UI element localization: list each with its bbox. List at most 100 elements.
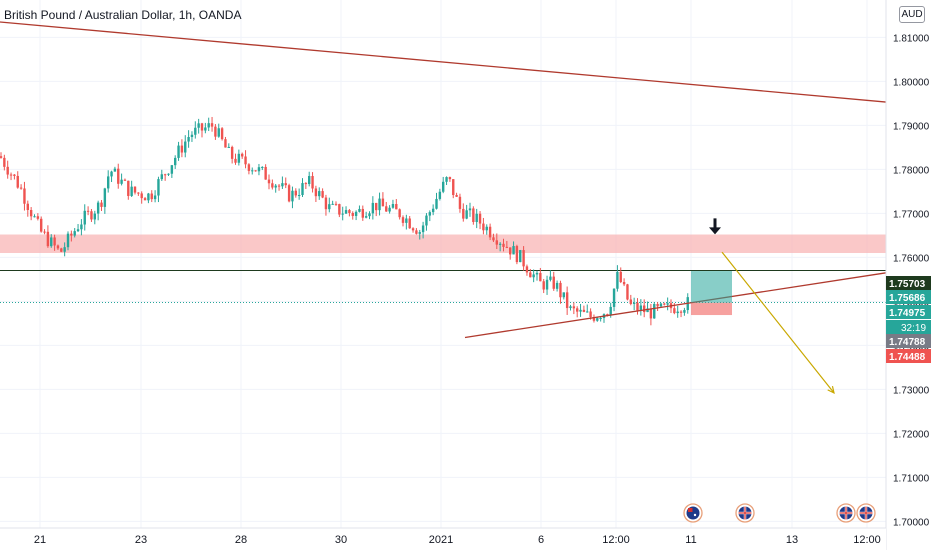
position-profit-zone[interactable] (691, 271, 732, 303)
candle-body (391, 204, 395, 208)
time-tick-label: 12:00 (853, 534, 881, 546)
price-label-badge (886, 349, 931, 363)
candle-body (371, 202, 375, 214)
candle-body (636, 302, 639, 311)
currency-button[interactable]: AUD (899, 6, 925, 23)
candle-body (241, 153, 244, 157)
candle-body (535, 272, 539, 275)
upper-trendline[interactable] (0, 21, 887, 103)
price-label-badge (886, 290, 931, 304)
candle-body (133, 186, 137, 193)
candle-body (204, 127, 207, 131)
candle-body (230, 146, 234, 159)
candle-body (411, 228, 415, 231)
candle-body (267, 179, 271, 184)
candle-body (36, 216, 40, 219)
candle-body (418, 232, 421, 234)
candle-body (676, 311, 679, 314)
candle-body (525, 266, 529, 273)
candle-body (515, 246, 519, 263)
projection-arrow[interactable] (721, 251, 835, 394)
candle-body (86, 210, 90, 212)
candle-body (435, 198, 438, 209)
candle-body (599, 318, 602, 320)
candle-body (338, 204, 341, 215)
candle-body (117, 168, 120, 184)
candle-body (321, 191, 324, 198)
candle-body (572, 306, 576, 309)
candle-body (532, 274, 535, 278)
candle-body (539, 272, 542, 282)
candle-body (405, 218, 408, 223)
time-tick-label: 30 (335, 534, 347, 546)
candle-body (261, 166, 264, 168)
candle-body (381, 198, 385, 207)
candle-body (301, 183, 304, 196)
candle-body (50, 237, 53, 247)
candle-body (368, 213, 371, 217)
candle-body (291, 190, 294, 202)
candle-body (80, 224, 83, 230)
candle-body (153, 195, 157, 200)
candle-body (297, 195, 301, 197)
candle-body (247, 164, 251, 171)
candle-body (23, 188, 26, 204)
time-tick-label: 13 (786, 534, 798, 546)
lower-trendline[interactable] (464, 272, 887, 339)
candle-body (83, 210, 86, 225)
price-axis[interactable] (886, 0, 932, 550)
candle-body (244, 156, 247, 165)
candle-body (304, 183, 308, 185)
price-tick-label: 1.70000 (893, 517, 930, 528)
candle-body (395, 204, 398, 210)
candle-body (458, 196, 462, 209)
price-tick-label: 1.76000 (893, 253, 930, 264)
position-loss-zone[interactable] (691, 302, 732, 316)
candle-body (596, 318, 599, 321)
candle-body (482, 223, 485, 231)
candle-body (103, 188, 107, 207)
price-label-text: 1.74788 (889, 337, 926, 348)
price-tick-label: 1.79000 (893, 121, 930, 132)
candle-body (127, 180, 130, 196)
candle-body (348, 210, 351, 213)
countdown-text: 32:19 (901, 323, 926, 334)
candle-body (93, 213, 96, 220)
candle-body (562, 292, 565, 298)
time-axis[interactable] (0, 528, 886, 550)
price-label-text: 1.74488 (889, 352, 926, 363)
candle-body (589, 311, 592, 318)
candle-body (569, 306, 572, 309)
candle-body (160, 174, 163, 180)
candle-body (579, 309, 582, 312)
candle-body (358, 208, 361, 212)
candle-body (318, 191, 321, 197)
candle-body (143, 198, 147, 201)
candle-body (378, 198, 381, 211)
candle-body (512, 246, 515, 255)
candle-body (375, 202, 378, 211)
candle-body (40, 218, 43, 232)
candle-body (492, 237, 495, 241)
resistance-zone[interactable] (0, 234, 886, 253)
candle-body (344, 210, 348, 214)
candle-body (488, 226, 492, 238)
candle-body (632, 302, 636, 304)
candle-body (542, 281, 545, 290)
candle-body (107, 176, 110, 189)
candle-body (120, 179, 123, 184)
candle-body (462, 208, 465, 219)
time-tick-label: 23 (135, 534, 147, 546)
candle-body (341, 213, 344, 215)
candle-body (113, 168, 117, 172)
candle-body (254, 170, 257, 172)
candle-body (545, 279, 549, 290)
sell-arrow-icon[interactable] (709, 218, 721, 235)
candle-body (425, 215, 428, 226)
candle-body (251, 170, 254, 172)
candle-body (509, 247, 512, 255)
candle-body (174, 157, 177, 166)
candle-body (505, 246, 509, 248)
candle-body (653, 304, 656, 319)
